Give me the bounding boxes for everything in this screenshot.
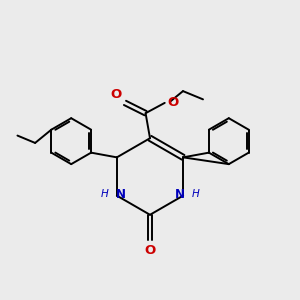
Text: O: O (167, 96, 178, 110)
Text: H: H (191, 189, 199, 199)
Text: N: N (175, 188, 184, 201)
Text: O: O (144, 244, 156, 257)
Text: N: N (116, 188, 125, 201)
Text: O: O (111, 88, 122, 101)
Text: H: H (101, 189, 109, 199)
